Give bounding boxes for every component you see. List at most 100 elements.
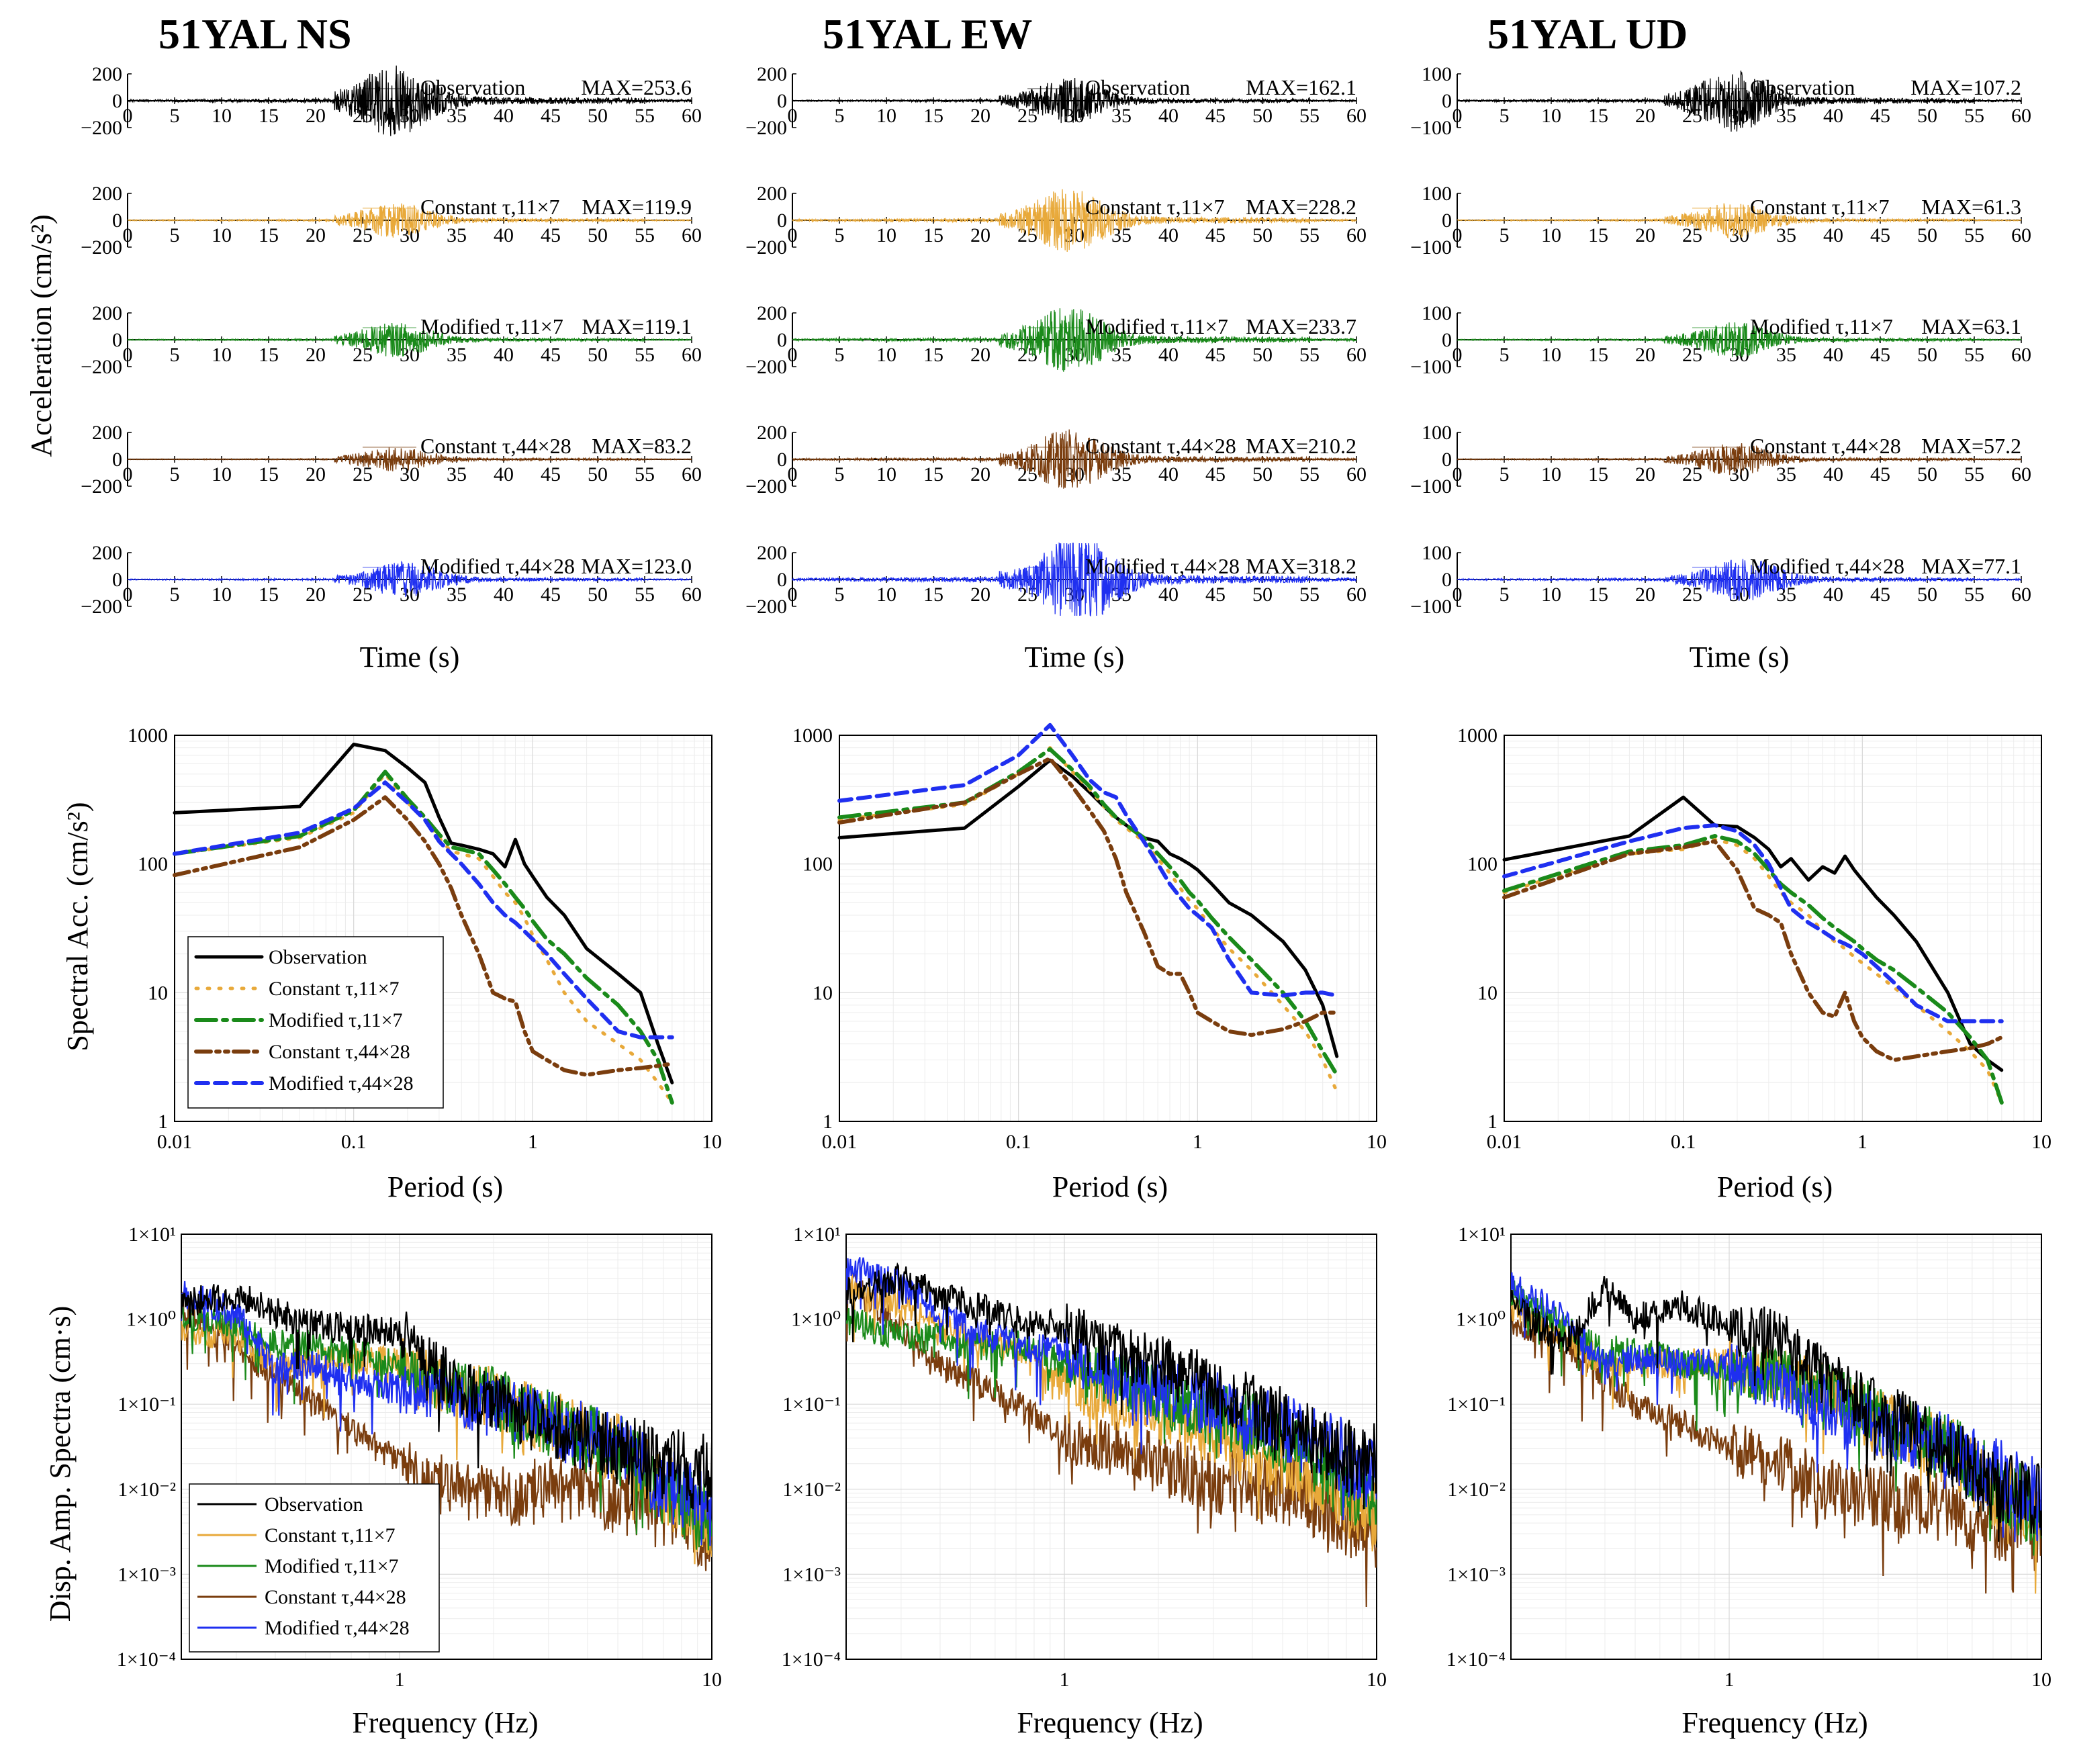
acc-trace-modified_11x7 [1457,322,2022,358]
x-tick-label: 1 [1060,1669,1070,1691]
x-tick-label: 55 [635,463,655,485]
spectra-line-modified_44x28 [1502,823,2004,1023]
fourier-panel-ns: 1 10 1×10⁻⁴ 1×10⁻³ 1×10⁻² 1×10⁻¹ 1×10⁰ 1×10¹ Obs… [117,1223,722,1691]
spectra-panel-ns: 0.01 0.1 1 10 1 10 100 1000 Observation Constant … [128,725,722,1153]
x-tick-label: 60 [2011,105,2031,127]
x-tick-label: 0 [788,105,798,127]
x-tick-label: 1 [1857,1131,1868,1153]
x-tick-label: 10 [702,1669,722,1691]
y-tick-label: −100 [1410,117,1452,139]
x-tick-label: 10 [876,584,896,606]
x-tick-label: 5 [1500,584,1510,606]
y-tick-label: −200 [81,117,122,139]
x-tick-label: 5 [170,463,180,485]
y-tick-label: 0 [1442,569,1452,591]
y-tick-label: 100 [138,853,168,876]
x-tick-label: 40 [494,344,514,366]
y-tick-label: −200 [745,596,787,618]
acc-panel-ew-1: 0 5 10 15 20 25 30 35 40 45 50 55 602000−200Observat… [745,63,1367,139]
y-tick-label: 1000 [128,725,168,747]
acc-panel-ns-2: 0 5 10 15 20 25 30 35 40 45 50 55 602000−200Constant… [81,183,702,259]
x-tick-label: 40 [1158,584,1179,606]
spectra-panel-ud: 0.01 0.1 1 10 1 10 100 1000 [1457,725,2052,1153]
x-tick-label: 0 [123,224,133,246]
x-tick-label: 5 [835,463,845,485]
x-tick-label: 35 [1111,463,1132,485]
y-tick-label: 1×10⁻³ [118,1563,176,1585]
y-tick-label: 10 [148,982,168,1004]
x-tick-label: 5 [170,584,180,606]
x-tick-label: 50 [1252,584,1273,606]
x-tick-label: 45 [1205,224,1226,246]
max-label: MAX=233.7 [1246,314,1356,338]
y-tick-label: 200 [92,542,122,564]
acc-trace-modified_11x7 [792,308,1357,372]
x-tick-label: 55 [1964,105,1984,127]
y-tick-label: 200 [757,302,787,324]
x-tick-label: 60 [682,463,702,485]
fourier-line-modified_44x28 [846,1257,1377,1521]
x-tick-label: 0 [1453,463,1463,485]
x-tick-label: 0 [788,224,798,246]
x-tick-label: 0 [1453,224,1463,246]
legend-label-observation: Observation [269,946,367,968]
acc-trace-constant_11x7 [792,189,1357,252]
x-tick-label: 55 [1299,463,1320,485]
x-tick-label: 1 [1193,1131,1203,1153]
x-tick-label: 5 [1500,224,1510,246]
spectra-line-modified_44x28 [173,780,674,1039]
y-tick-label: 1×10¹ [1458,1223,1506,1246]
x-tick-label: 15 [259,105,279,127]
trace-label: Modified τ,11×7 [420,314,563,338]
acc-trace-observation [792,77,1357,124]
x-tick-label: 55 [635,584,655,606]
x-tick-label: 10 [212,584,232,606]
max-label: MAX=119.9 [582,195,692,219]
xlabel-period-ud: Period (s) [1717,1170,1833,1203]
x-tick-label: 10 [876,463,896,485]
acc-panel-ud-3: 0 5 10 15 20 25 30 35 40 45 50 55 601000−100Modified… [1410,302,2031,378]
x-tick-label: 20 [1635,344,1655,366]
xlabel-frequency-ud: Frequency (Hz) [1682,1706,1868,1739]
trace-label: Constant τ,44×28 [420,434,571,458]
trace-label: Modified τ,11×7 [1750,314,1893,338]
x-tick-label: 15 [259,224,279,246]
y-tick-label: 1×10⁻⁴ [117,1649,176,1671]
x-tick-label: 5 [835,584,845,606]
x-tick-label: 10 [876,105,896,127]
y-tick-label: 100 [1422,542,1452,564]
x-tick-label: 5 [835,224,845,246]
x-tick-label: 45 [1870,584,1890,606]
x-tick-label: 5 [170,105,180,127]
x-tick-label: 15 [1588,463,1608,485]
max-label: MAX=57.2 [1921,434,2021,458]
x-tick-label: 0 [1453,584,1463,606]
acc-panel-ns-4: 0 5 10 15 20 25 30 35 40 45 50 55 602000−200Constant… [81,422,702,498]
x-tick-label: 10 [1541,224,1561,246]
x-tick-label: 55 [1299,105,1320,127]
x-tick-label: 50 [1917,584,1937,606]
x-tick-label: 40 [1158,344,1179,366]
legend-label-modified_11x7: Modified τ,11×7 [265,1555,399,1577]
y-tick-label: 1×10⁰ [126,1309,176,1331]
x-tick-label: 40 [1158,463,1179,485]
x-tick-label: 0.1 [1671,1131,1696,1153]
y-tick-label: 0 [777,449,787,471]
y-tick-label: 0 [777,569,787,591]
x-tick-label: 35 [1776,463,1796,485]
y-tick-label: 1×10¹ [793,1223,841,1246]
x-tick-label: 20 [306,224,326,246]
y-tick-label: −100 [1410,356,1452,378]
xlabel-frequency-ew: Frequency (Hz) [1017,1706,1203,1739]
legend-label-modified_44x28: Modified τ,44×28 [265,1617,410,1639]
x-tick-label: 55 [1964,344,1984,366]
spectra-line-modified_11x7 [173,770,674,1105]
acc-panel-ew-2: 0 5 10 15 20 25 30 35 40 45 50 55 602000−200Constant… [745,183,1367,259]
x-tick-label: 10 [212,344,232,366]
max-label: MAX=228.2 [1246,195,1356,219]
x-tick-label: 10 [212,105,232,127]
x-tick-label: 40 [1158,105,1179,127]
x-tick-label: 1 [1724,1669,1735,1691]
trace-label: Constant τ,11×7 [1750,195,1890,219]
y-tick-label: 1×10⁻³ [1447,1563,1506,1585]
